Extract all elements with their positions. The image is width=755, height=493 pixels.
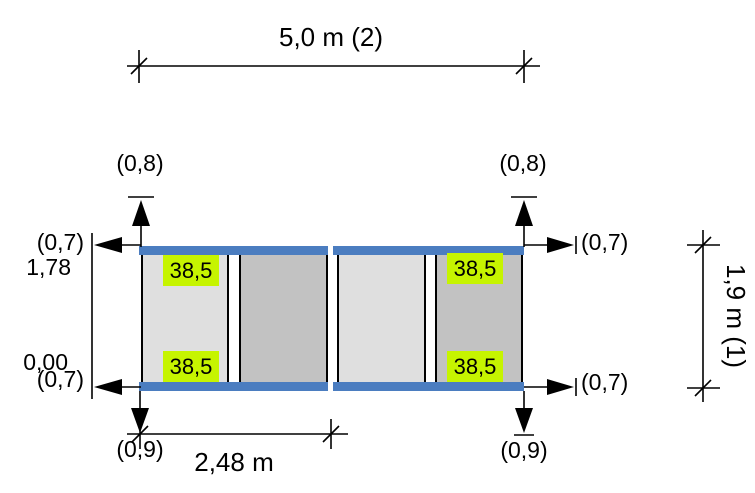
bottom-flange-left-segment [139,382,328,391]
top-flange-right-segment [333,246,524,255]
top-dimension-label: 5,0 m (2) [278,22,384,52]
utilization-tag-left-bottom: 38,5 [163,351,219,382]
infill-panel-2 [239,255,328,382]
elevation-label-top: 1,78 [26,254,71,280]
bottom-flange-right-segment [333,382,524,391]
utilization-tag-right-top: 38,5 [447,253,503,284]
load-label-up-right: (0,8) [499,150,547,176]
load-arrow-right-top [524,236,577,254]
load-arrow-down-right [514,391,534,436]
load-label-right-top: (0,7) [581,229,629,255]
load-arrow-up-left [128,196,154,247]
bottom-dimension-line [127,419,348,449]
load-arrow-right-bottom [524,378,577,396]
elevation-label-bottom: 0,00 [23,349,68,375]
load-label-left-top: (0,7) [36,229,84,255]
bottom-dimension-label: 2,48 m [194,447,274,477]
utilization-tag-right-bottom: 38,5 [447,351,503,382]
load-arrow-down-left [131,391,149,433]
infill-panel-3 [337,255,426,382]
top-flange-left-segment [139,246,328,255]
load-arrow-left-bottom [94,379,141,395]
right-dimension-line [687,230,720,402]
load-label-right-bottom: (0,7) [581,369,629,395]
load-label-down-right: (0,9) [500,437,548,463]
top-dimension-line [127,50,540,83]
load-label-up-left: (0,8) [116,150,164,176]
load-arrow-left-top [94,237,141,253]
utilization-tag-left-top: 38,5 [163,255,219,286]
load-label-left-bottom: (0,7) [36,366,84,392]
load-arrow-up-right [511,196,537,247]
